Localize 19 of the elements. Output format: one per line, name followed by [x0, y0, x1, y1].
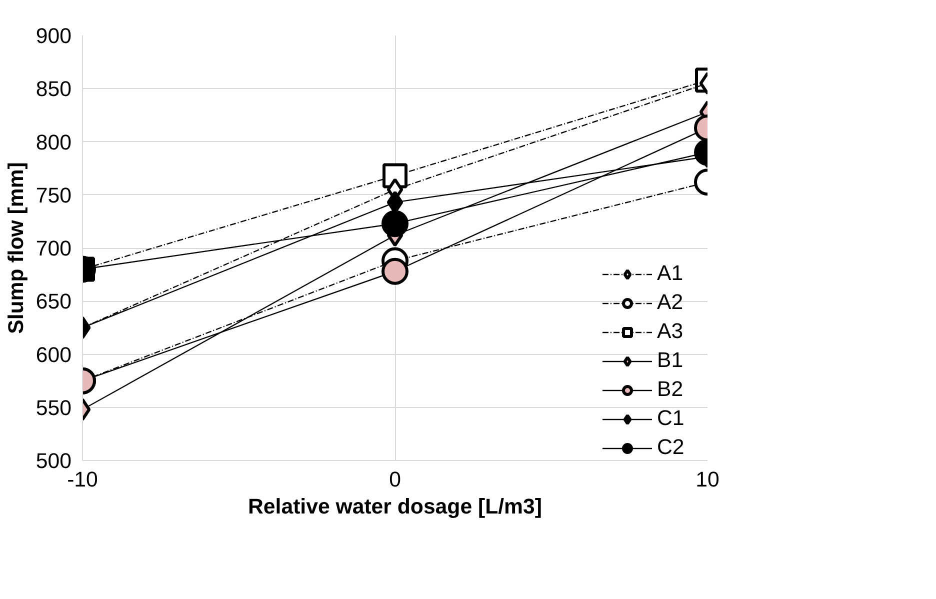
legend-label: C1 — [657, 406, 684, 431]
y-tick-label: 600 — [36, 342, 72, 367]
y-tick-label: 750 — [36, 183, 72, 208]
y-tick-label: 850 — [36, 77, 72, 102]
legend-label: A2 — [657, 290, 684, 315]
x-tick-label: 0 — [389, 468, 402, 492]
y-tick-label: 900 — [36, 24, 72, 48]
legend-label: C2 — [657, 435, 684, 460]
x-axis-title: Relative water dosage [L/m3] — [248, 494, 542, 518]
y-axis-title: Slump flow [mm] — [4, 162, 28, 334]
legend-label: B2 — [657, 377, 684, 402]
legend-label: A3 — [657, 319, 684, 344]
y-tick-label: 800 — [36, 130, 72, 154]
x-tick-label: 10 — [696, 468, 720, 492]
y-tick-label: 650 — [36, 290, 72, 314]
y-tick-label: 550 — [36, 396, 72, 420]
legend-label: A1 — [657, 261, 684, 286]
y-tick-label: 700 — [36, 236, 72, 260]
legend-label: B1 — [657, 348, 684, 373]
